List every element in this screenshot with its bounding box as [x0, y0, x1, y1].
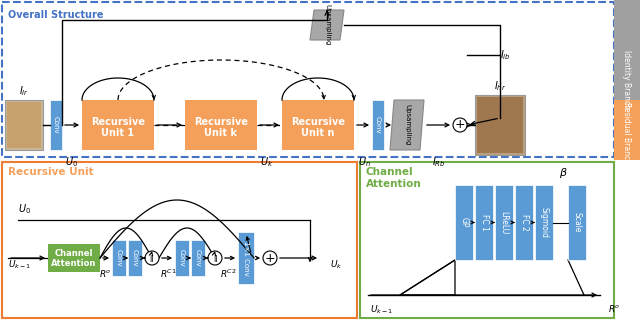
Bar	[568, 185, 586, 260]
Bar	[535, 185, 553, 260]
Bar	[82, 100, 154, 150]
Text: Identity Branch: Identity Branch	[623, 51, 632, 109]
Text: 1×1 Conv: 1×1 Conv	[243, 241, 249, 276]
Bar	[185, 100, 257, 150]
Text: Unit n: Unit n	[301, 128, 335, 138]
Bar	[475, 185, 493, 260]
Text: Unit 1: Unit 1	[101, 128, 134, 138]
Text: Recursive: Recursive	[291, 117, 345, 127]
Text: Residual Branch: Residual Branch	[623, 102, 632, 164]
Bar	[5, 100, 43, 150]
Bar	[112, 240, 126, 276]
Text: $R^{C1}$: $R^{C1}$	[159, 268, 177, 280]
Bar	[614, 0, 640, 160]
Text: GP: GP	[460, 217, 468, 228]
Text: Scale: Scale	[573, 212, 582, 233]
Text: $\beta$: $\beta$	[559, 166, 568, 180]
Text: Conv: Conv	[375, 116, 381, 134]
Text: Upsampling: Upsampling	[324, 4, 330, 46]
Bar	[455, 185, 473, 260]
Text: Sigmoid: Sigmoid	[540, 207, 548, 238]
Circle shape	[263, 251, 277, 265]
Bar	[238, 232, 254, 284]
Text: Conv: Conv	[53, 116, 59, 134]
Bar	[191, 240, 205, 276]
Text: Overall Structure: Overall Structure	[8, 10, 104, 20]
Text: $R^o$: $R^o$	[99, 268, 111, 279]
Polygon shape	[390, 100, 424, 150]
Text: Channel: Channel	[366, 167, 413, 177]
Bar	[614, 100, 640, 160]
Text: $I_{Rb}$: $I_{Rb}$	[432, 155, 445, 169]
Text: $U_{k-1}$: $U_{k-1}$	[8, 259, 31, 271]
Text: $U_k$: $U_k$	[330, 259, 342, 271]
Bar	[515, 185, 533, 260]
Text: $U_n$: $U_n$	[358, 155, 371, 169]
Bar	[2, 162, 357, 318]
Text: Unit k: Unit k	[205, 128, 237, 138]
Bar	[50, 100, 62, 150]
Text: Channel: Channel	[55, 250, 93, 259]
Bar	[372, 100, 384, 150]
Text: $I_{hr}$: $I_{hr}$	[494, 79, 506, 93]
Bar	[48, 244, 100, 272]
Text: $U_{k-1}$: $U_{k-1}$	[370, 303, 394, 316]
Text: Recursive Unit: Recursive Unit	[8, 167, 93, 177]
Text: $R^o$: $R^o$	[608, 303, 621, 314]
Text: Conv: Conv	[132, 249, 138, 267]
Circle shape	[208, 251, 222, 265]
Text: $U_0$: $U_0$	[65, 155, 79, 169]
Text: Conv: Conv	[195, 249, 201, 267]
Bar	[360, 162, 614, 318]
Polygon shape	[310, 10, 344, 40]
Circle shape	[453, 118, 467, 132]
Text: II: II	[212, 254, 217, 263]
Text: Conv: Conv	[179, 249, 185, 267]
Text: FC 2: FC 2	[520, 214, 529, 231]
Circle shape	[145, 251, 159, 265]
Bar	[495, 185, 513, 260]
Bar	[7, 102, 41, 148]
Text: Upsampling: Upsampling	[404, 104, 410, 146]
Bar	[477, 97, 523, 153]
Text: LReLU: LReLU	[499, 211, 509, 234]
Text: Recursive: Recursive	[194, 117, 248, 127]
Bar	[175, 240, 189, 276]
Text: Attention: Attention	[51, 259, 97, 268]
Text: $R^{C2}$: $R^{C2}$	[220, 268, 236, 280]
Text: Recursive: Recursive	[91, 117, 145, 127]
Text: $I_{lr}$: $I_{lr}$	[19, 84, 29, 98]
Text: Conv: Conv	[116, 249, 122, 267]
Text: II: II	[150, 254, 154, 263]
Text: $U_k$: $U_k$	[260, 155, 274, 169]
Text: FC 1: FC 1	[479, 214, 488, 231]
Text: $I_{lb}$: $I_{lb}$	[500, 48, 511, 62]
Bar	[282, 100, 354, 150]
Bar	[128, 240, 142, 276]
Text: Attention: Attention	[366, 179, 422, 189]
Text: +: +	[454, 118, 465, 132]
Bar	[2, 2, 614, 157]
Text: $U_0$: $U_0$	[18, 202, 31, 216]
Text: +: +	[265, 252, 275, 265]
Bar	[475, 95, 525, 155]
